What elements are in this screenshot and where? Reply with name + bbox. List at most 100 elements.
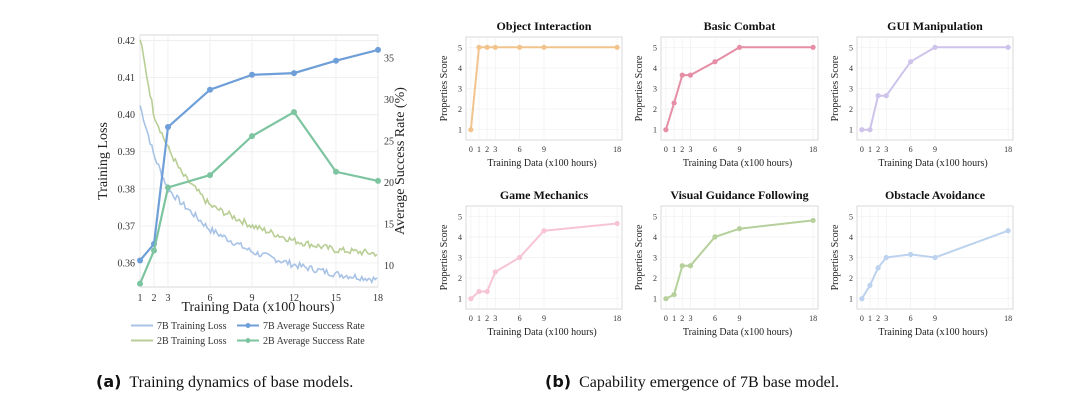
point-7b-average-success-rate-18: [375, 46, 381, 53]
y-axis-label-b2: Properties Score: [634, 55, 645, 121]
y-tick-label-4: 4: [849, 233, 853, 242]
x-tick-label-9: 9: [738, 314, 742, 323]
x-tick-label-6: 6: [208, 293, 213, 304]
point-2b-average-success-rate-18: [375, 177, 381, 184]
legend-marker-2b-average-success-rate: [245, 338, 251, 343]
legend-label-7b-training-loss: 7B Training Loss: [157, 321, 227, 332]
x-tick-label-2: 2: [680, 145, 684, 154]
point-gui-manipulation-18: [1005, 44, 1011, 50]
y-tick-label-3: 3: [458, 254, 462, 263]
y-tick-label-3: 3: [653, 254, 657, 263]
point-2b-average-success-rate-2: [151, 247, 157, 254]
point-gui-manipulation-0: [859, 127, 865, 133]
x-axis-label-a: Training Data (x100 hours): [181, 300, 334, 315]
point-obstacle-avoidance-0: [859, 296, 865, 302]
y-tick-label-1: 1: [849, 295, 853, 304]
x-tick-label-18: 18: [613, 145, 621, 154]
x-tick-label-3: 3: [688, 314, 692, 323]
y-tick-label-0-4: 0.40: [118, 110, 136, 121]
x-tick-label-9: 9: [738, 145, 742, 154]
title-obstacle-avoidance: Obstacle Avoidance: [885, 188, 986, 202]
y-tick-label-5: 5: [849, 212, 853, 221]
point-visual-guidance-following-9: [736, 226, 743, 232]
x-tick-label-3: 3: [884, 145, 888, 154]
title-object-interaction: Object Interaction: [497, 19, 592, 33]
point-2b-average-success-rate-1: [137, 280, 143, 287]
point-2b-average-success-rate-15: [333, 168, 339, 175]
x-tick-label-1: 1: [868, 314, 872, 323]
x-tick-label-2: 2: [485, 145, 489, 154]
legend-marker-7b-average-success-rate: [245, 323, 251, 328]
x-tick-label-9: 9: [933, 314, 937, 323]
x-tick-label-6: 6: [909, 314, 913, 323]
y-tick-label-0-38: 0.38: [118, 184, 136, 195]
point-visual-guidance-following-3: [687, 263, 694, 269]
y-tick-label-0-41: 0.41: [118, 73, 136, 84]
y-axis-label-a: Training Loss: [96, 122, 111, 200]
y-tick-label-1: 1: [653, 126, 657, 135]
y-axis-label-b6: Properties Score: [830, 224, 841, 290]
y2-tick-label-10: 10: [384, 261, 394, 272]
point-object-interaction-6: [517, 44, 523, 50]
legend-label-7b-average-success-rate: 7B Average Success Rate: [263, 321, 365, 332]
point-obstacle-avoidance-6: [908, 251, 914, 258]
loss-line-7b-training-loss: [139, 105, 378, 285]
y-axis-label-b1: Properties Score: [439, 55, 450, 121]
y-tick-label-3: 3: [849, 85, 853, 94]
y-axis-label-b5: Properties Score: [634, 224, 645, 290]
x-tick-label-18: 18: [809, 145, 817, 154]
chart-a: 1 2 3 6 9 12 15 180.360.370.380.390.400.410.421…: [96, 34, 408, 347]
x-tick-label-2: 2: [485, 314, 489, 323]
caption-a: (a) Training dynamics of base models.: [96, 372, 353, 392]
x-tick-label-9: 9: [250, 293, 255, 304]
plot-area-a: [139, 34, 379, 288]
y-tick-label-3: 3: [849, 254, 853, 263]
x-tick-label-1: 1: [477, 145, 481, 154]
x-tick-label-9: 9: [933, 145, 937, 154]
x-tick-label-0: 0: [664, 145, 668, 154]
x-tick-label-0: 0: [860, 145, 864, 154]
y-tick-label-1: 1: [458, 126, 462, 135]
x-tick-label-3: 3: [493, 314, 497, 323]
point-basic-combat-1: [671, 100, 677, 106]
point-object-interaction-2: [484, 44, 490, 50]
y-tick-label-0-39: 0.39: [118, 147, 136, 158]
point-object-interaction-3: [492, 44, 498, 50]
point-7b-average-success-rate-1: [137, 257, 143, 264]
point-2b-average-success-rate-9: [249, 133, 255, 140]
x-tick-label-6: 6: [713, 145, 717, 154]
point-object-interaction-1: [476, 44, 482, 50]
x-axis-label-b6: Training Data (x100 hours): [878, 327, 987, 338]
point-gui-manipulation-2: [875, 93, 881, 99]
x-tick-label-6: 6: [518, 314, 522, 323]
x-tick-label-18: 18: [1004, 314, 1012, 323]
x-axis-label-b3: Training Data (x100 hours): [878, 158, 987, 169]
y-tick-label-1: 1: [849, 126, 853, 135]
y-tick-label-5: 5: [458, 43, 462, 52]
x-axis-label-b4: Training Data (x100 hours): [487, 327, 596, 338]
x-tick-label-2: 2: [876, 314, 880, 323]
x-tick-label-2: 2: [152, 293, 157, 304]
series-line-7b-average-success-rate: [139, 48, 379, 262]
point-gui-manipulation-6: [908, 59, 914, 65]
x-tick-label-15: 15: [331, 293, 341, 304]
x-tick-label-18: 18: [373, 293, 383, 304]
y-tick-label-4: 4: [849, 64, 853, 73]
point-2b-average-success-rate-12: [291, 109, 297, 116]
point-7b-average-success-rate-12: [291, 70, 297, 77]
x-tick-label-0: 0: [664, 314, 668, 323]
point-visual-guidance-following-6: [712, 234, 718, 240]
point-game-mechanics-0: [468, 296, 474, 302]
y-tick-label-0-42: 0.42: [118, 36, 136, 47]
y-tick-label-0-36: 0.36: [118, 258, 136, 269]
point-obstacle-avoidance-1: [867, 282, 873, 288]
y-tick-label-2: 2: [653, 105, 657, 114]
point-basic-combat-9: [736, 44, 743, 50]
y-tick-label-5: 5: [653, 43, 657, 52]
title-game-mechanics: Game Mechanics: [500, 188, 589, 202]
x-tick-label-0: 0: [469, 314, 473, 323]
x-tick-label-1: 1: [138, 293, 143, 304]
point-7b-average-success-rate-15: [333, 57, 339, 64]
y-tick-label-5: 5: [849, 43, 853, 52]
